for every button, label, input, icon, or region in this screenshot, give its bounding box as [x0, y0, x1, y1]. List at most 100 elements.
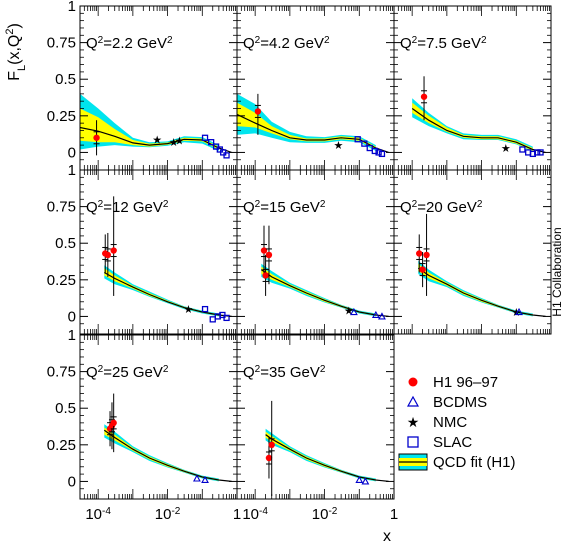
h1-point — [110, 419, 117, 427]
h1-point — [423, 251, 430, 259]
panel-4: ★ Q2=12 GeV2 — [79, 169, 238, 335]
qcd-fit-line — [265, 434, 389, 482]
slac-point — [378, 150, 386, 158]
h1-point — [420, 93, 428, 100]
panel-frame — [393, 169, 552, 335]
x-tick-label: 1 — [390, 506, 398, 523]
h1-point — [416, 250, 423, 257]
legend-marker-slac — [407, 436, 419, 448]
panels-layer: ★ ★★Q2=2.2 GeV2★Q2=4.2 GeV2★Q2=7.5 GeV2★Q… — [79, 5, 552, 500]
bcdms-point — [192, 474, 201, 482]
panel-label: Q2=2.2 GeV2 — [86, 35, 173, 53]
y-tick-label: 0.5 — [55, 71, 76, 88]
panel-label: Q2=12 GeV2 — [86, 199, 169, 217]
panel-label: Q2=35 GeV2 — [243, 364, 326, 382]
legend-marker-h1 — [408, 377, 418, 387]
qcd-fit-line — [80, 126, 232, 153]
panel-frame — [236, 334, 395, 500]
fit-band-outer — [261, 263, 376, 317]
y-tick-label: 0 — [68, 308, 76, 325]
bcdms-point — [515, 307, 523, 316]
slac-point — [529, 150, 536, 158]
slac-point — [209, 316, 216, 323]
y-tick-label: 0.25 — [47, 437, 76, 454]
bcdms-point — [201, 475, 209, 484]
y-tick-label: 0 — [68, 144, 76, 161]
legend-label-nmc: NMC — [433, 414, 467, 431]
nmc-point: ★ — [344, 306, 354, 318]
panel-label: Q2=20 GeV2 — [400, 199, 483, 217]
legend-label-slac: SLAC — [433, 434, 472, 451]
nmc-point: ★ — [169, 137, 179, 149]
panel-2: ★ Q2=4.2 GeV2 — [236, 5, 395, 171]
y-tick-label: 0.75 — [47, 364, 76, 381]
y-tick-label: 0 — [68, 473, 76, 490]
legend-marker-nmc: ★ — [407, 414, 420, 430]
collaboration-label: H1 Collaboration — [550, 227, 564, 316]
qcd-fit-line — [260, 269, 389, 317]
h1-point — [265, 454, 273, 462]
legend-label-bcdms: BCDMS — [433, 394, 487, 411]
y-tick-label: 0.5 — [55, 235, 76, 252]
h1-point — [419, 266, 426, 273]
x-tick-label: 10-4 — [85, 506, 111, 524]
panel-8: Q2=35 GeV2 — [236, 334, 395, 500]
y-tick-label: 1 — [68, 0, 76, 15]
bcdms-point — [378, 312, 386, 320]
x-axis-title: x — [383, 528, 391, 545]
y-tick-label: 0.75 — [47, 199, 76, 216]
h1-point — [268, 441, 275, 449]
x-tick-label: 10-2 — [312, 506, 338, 524]
h1-point — [93, 134, 100, 141]
legend-label-qcd: QCD fit (H1) — [433, 454, 516, 471]
fit-band-inner — [104, 268, 219, 316]
panel-frame — [236, 169, 395, 335]
panel-frame — [79, 334, 238, 500]
qcd-fit-line — [104, 271, 232, 317]
h1-point — [104, 251, 112, 259]
qcd-fit-line — [103, 429, 232, 482]
qcd-fit-line — [237, 113, 389, 153]
panel-5: ★ Q2=15 GeV2 — [236, 169, 395, 335]
legend: H1 96–97 BCDMS ★ NMC SLAC QCD fit (H1) — [398, 374, 516, 471]
axes-layer: 00.250.50.75100.250.50.75100.250.50.7511… — [47, 0, 398, 523]
legend-marker-bcdms — [406, 395, 420, 407]
nmc-point: ★ — [333, 140, 343, 152]
y-tick-label: 1 — [68, 162, 76, 179]
slac-point — [361, 140, 368, 147]
slac-point — [519, 146, 526, 153]
panel-3: ★ Q2=7.5 GeV2 — [393, 5, 552, 171]
fit-band-outer — [104, 265, 219, 317]
y-tick-label: 0.25 — [47, 272, 76, 289]
x-tick-label: 10-4 — [242, 506, 268, 524]
h1-point — [265, 251, 273, 259]
h1-point — [260, 247, 268, 254]
slac-point — [534, 149, 541, 156]
slac-point — [223, 314, 230, 322]
h1-point — [254, 108, 262, 115]
panel-1: ★ ★★Q2=2.2 GeV2 — [79, 5, 238, 171]
fit-band-inner — [261, 266, 376, 316]
slac-point — [201, 305, 209, 313]
slac-point — [375, 149, 382, 156]
y-tick-label: 0.25 — [47, 108, 76, 125]
fit-band-inner — [104, 427, 219, 481]
panel-label: Q2=15 GeV2 — [243, 199, 326, 217]
slac-point — [201, 134, 209, 141]
legend-label-h1: H1 96–97 — [433, 374, 498, 391]
bcdms-point — [349, 307, 358, 316]
qcd-fit-line — [417, 267, 546, 317]
panel-label: Q2=7.5 GeV2 — [400, 35, 487, 53]
panel-7: Q2=25 GeV2 — [79, 334, 238, 500]
bcdms-point — [361, 477, 370, 485]
slac-point — [354, 136, 361, 143]
y-axis-title: FL(x,Q2) — [4, 23, 28, 81]
y-tick-label: 0.5 — [55, 400, 76, 417]
slac-point — [207, 139, 215, 146]
fit-band-outer — [104, 424, 219, 482]
nmc-point: ★ — [501, 143, 511, 155]
h1-point — [262, 272, 269, 279]
qcd-fit-line — [411, 108, 546, 153]
nmc-point: ★ — [175, 136, 185, 148]
